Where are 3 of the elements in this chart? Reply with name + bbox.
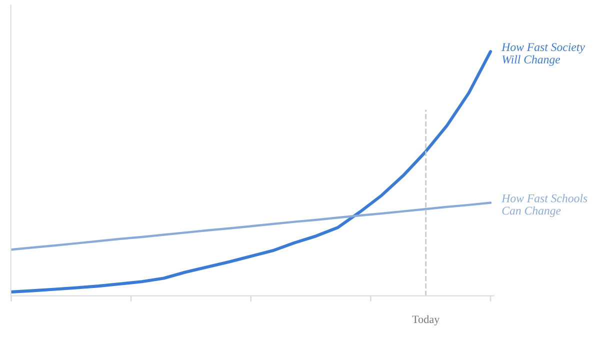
text: Today xyxy=(412,315,440,326)
series-label: How Fast Schools Can Change xyxy=(502,194,588,218)
series-label: How Fast Society Will Change xyxy=(502,43,585,66)
